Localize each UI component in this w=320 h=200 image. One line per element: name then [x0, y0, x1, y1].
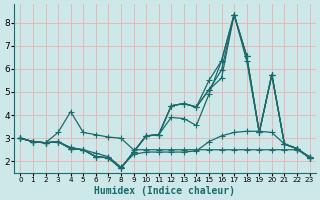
- X-axis label: Humidex (Indice chaleur): Humidex (Indice chaleur): [94, 186, 236, 196]
